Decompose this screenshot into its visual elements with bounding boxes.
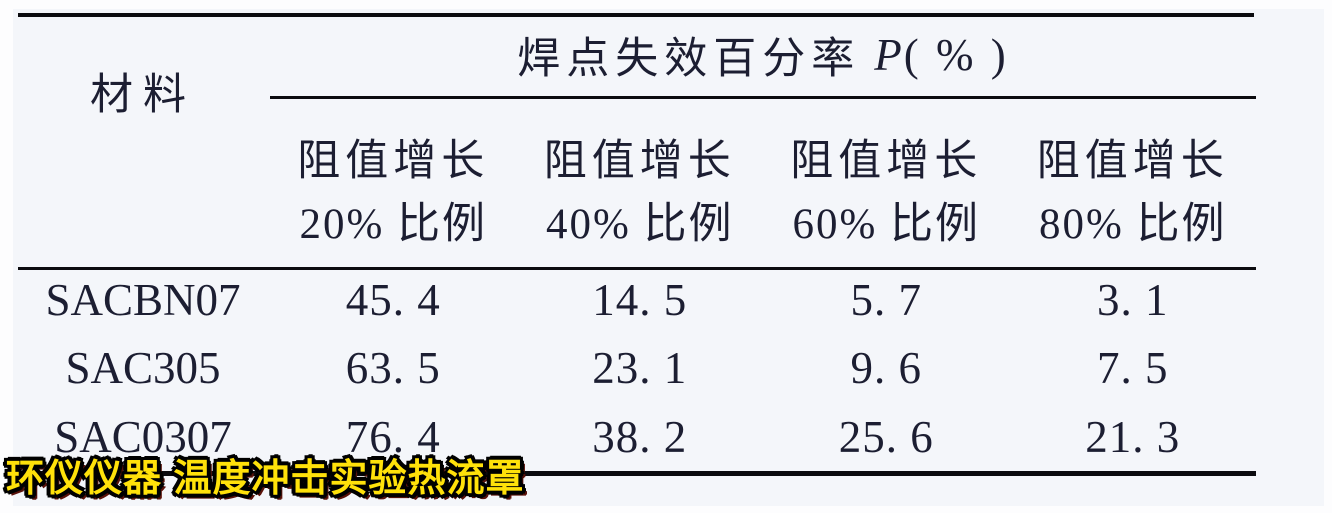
table-row-sacbn07: SACBN07 45. 4 14. 5 5. 7 3. 1 <box>16 275 1256 325</box>
column-header-60-line1: 阻值增长 <box>790 138 983 185</box>
page-margin-right <box>1324 0 1332 513</box>
column-header-40-line1: 阻值增长 <box>543 138 736 185</box>
span-header: 焊点失效百分率 P ( % ) <box>270 29 1256 83</box>
value-cell: 25. 6 <box>838 412 934 462</box>
value-cell: 23. 1 <box>592 343 688 393</box>
table-bottom-rule <box>18 471 1256 476</box>
table-row-sac0307: SAC0307 76. 4 38. 2 25. 6 21. 3 <box>16 412 1256 462</box>
value-cell: 3. 1 <box>1097 275 1169 325</box>
corner-header-material: 材料 <box>90 72 196 119</box>
value-cell: 5. 7 <box>850 275 922 325</box>
column-header-40-line2: 40% 比例 <box>545 201 734 248</box>
value-cell: 14. 5 <box>592 275 688 325</box>
subheader-row-line2: 20% 比例 40% 比例 60% 比例 80% 比例 <box>270 195 1256 248</box>
value-cell: 76. 4 <box>345 412 441 462</box>
value-cell: 9. 6 <box>850 343 922 393</box>
column-header-20-line2: 20% 比例 <box>299 201 488 248</box>
table-top-rule <box>18 13 1254 17</box>
subheader-row-line1: 阻值增长 阻值增长 阻值增长 阻值增长 <box>270 132 1256 185</box>
table-row-sac305: SAC305 63. 5 23. 1 9. 6 7. 5 <box>16 343 1256 393</box>
column-header-20-line1: 阻值增长 <box>297 138 490 185</box>
material-cell: SACBN07 <box>45 275 241 325</box>
span-header-variable: P <box>874 30 902 80</box>
material-cell: SAC305 <box>65 343 221 393</box>
value-cell: 38. 2 <box>592 412 688 462</box>
span-header-rule <box>270 96 1256 99</box>
material-cell: SAC0307 <box>54 412 232 462</box>
value-cell: 45. 4 <box>345 275 441 325</box>
column-header-60-line2: 60% 比例 <box>792 201 981 248</box>
value-cell: 63. 5 <box>345 343 441 393</box>
page-margin-top <box>0 0 1332 9</box>
header-body-rule <box>18 267 1256 270</box>
span-header-title: 焊点失效百分率 <box>517 36 861 83</box>
column-header-80-line1: 阻值增长 <box>1036 138 1229 185</box>
value-cell: 21. 3 <box>1085 412 1181 462</box>
span-header-unit: ( % ) <box>903 30 1009 80</box>
watermark-text: 环仪仪器 温度冲击实验热流罩 <box>6 458 525 500</box>
page-margin-bottom <box>0 506 1332 513</box>
value-cell: 7. 5 <box>1097 343 1169 393</box>
column-header-80-line2: 80% 比例 <box>1038 201 1227 248</box>
page-margin-left <box>0 0 13 513</box>
